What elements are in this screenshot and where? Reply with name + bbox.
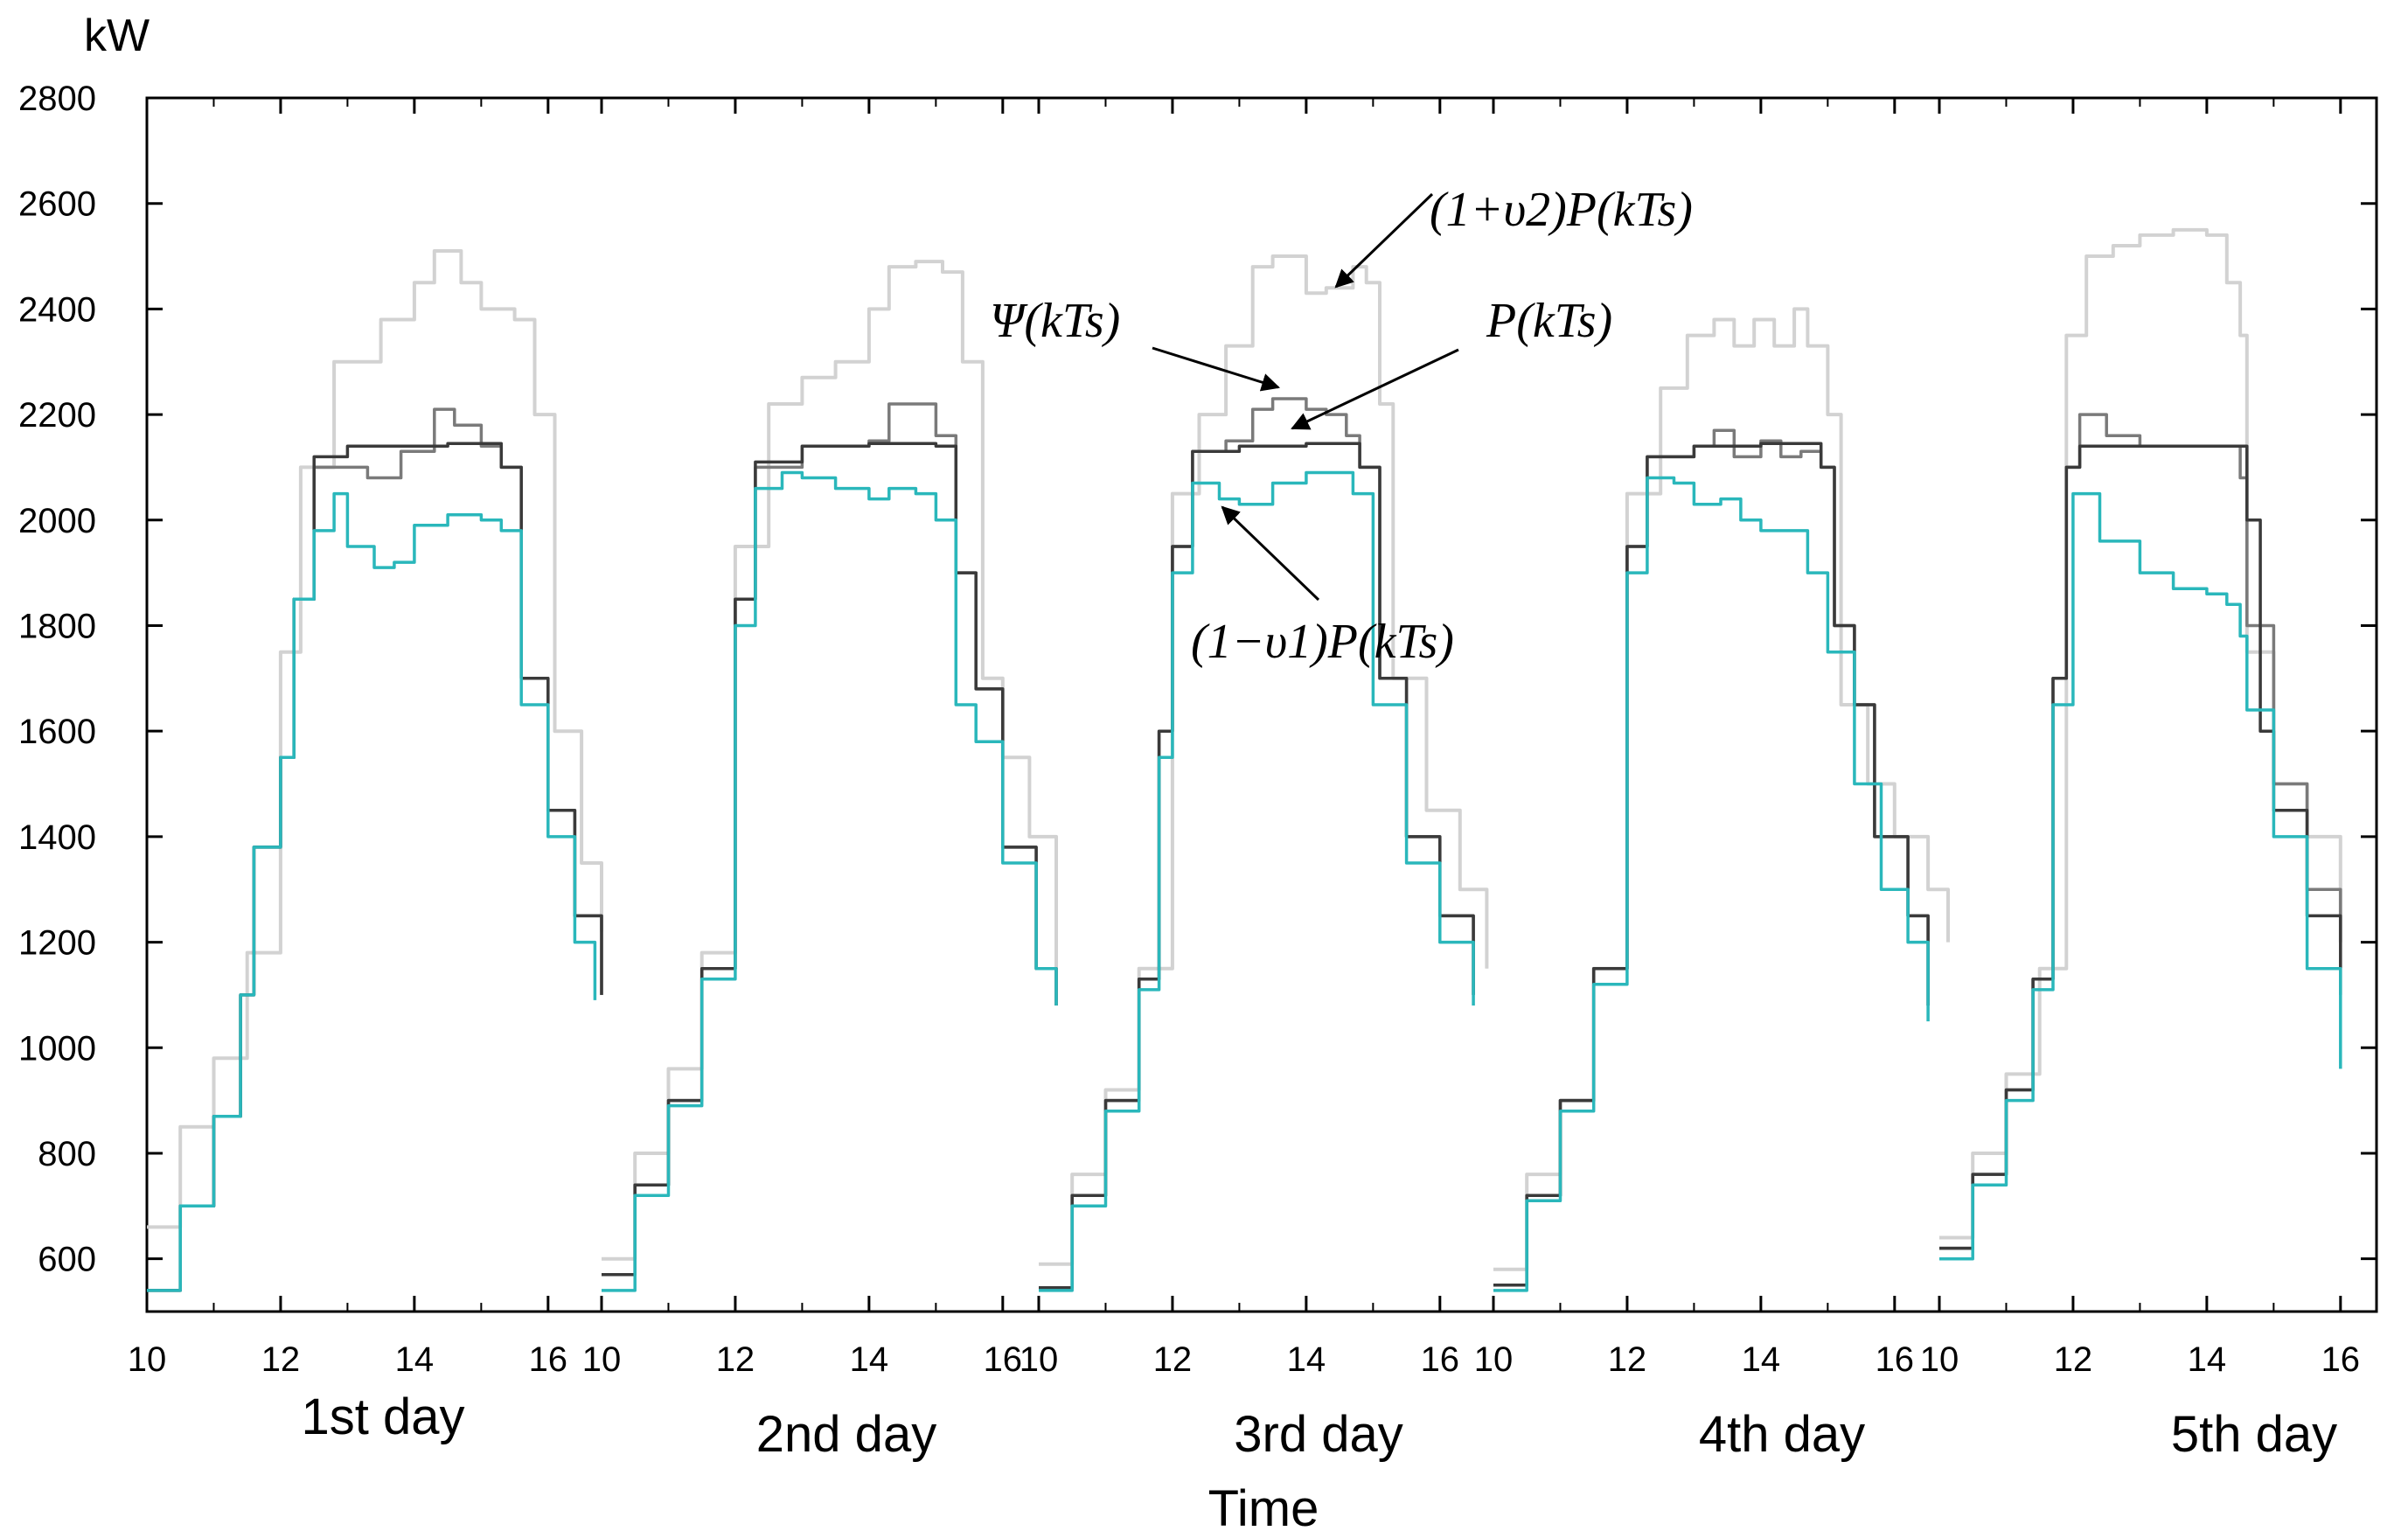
x-tick-label: 16 <box>1876 1340 1915 1379</box>
y-tick-label: 2800 <box>18 80 96 118</box>
x-tick-label: 12 <box>1608 1340 1647 1379</box>
annotation-upper-bound: (1+υ2)P(kTs) <box>1430 183 1693 237</box>
x-tick-label: 16 <box>529 1340 568 1379</box>
y-tick-label: 2200 <box>18 396 96 435</box>
y-tick-label: 800 <box>38 1135 96 1173</box>
x-tick-label: 16 <box>984 1340 1023 1379</box>
series-line-3-day-5 <box>1939 491 2342 1261</box>
series-line-2-day-4 <box>1493 442 1930 1287</box>
series-line-3-day-2 <box>602 470 1058 1292</box>
day-label: 5th day <box>2171 1406 2337 1463</box>
y-tick-label: 2600 <box>18 185 96 224</box>
plot-area-frame <box>145 96 2378 1313</box>
series-line-0-day-1 <box>147 249 603 1229</box>
x-tick-label: 10 <box>1474 1340 1514 1379</box>
series-line-1-day-5 <box>1939 413 2342 1250</box>
annotation-arrow-lower-bound <box>1221 505 1320 602</box>
x-tick-label: 16 <box>1421 1340 1460 1379</box>
x-tick-label: 10 <box>1020 1340 1059 1379</box>
series-line-3-day-4 <box>1493 476 1930 1292</box>
annotation-lower-bound: (1−υ1)P(kTs) <box>1191 615 1454 669</box>
y-axis-unit-label: kW <box>84 10 150 61</box>
series-line-3-day-1 <box>147 491 597 1292</box>
y-axis: 600 800 1000 1200 1400 1600 1800 2000 2200 2400 26… <box>18 80 2377 1279</box>
x-tick-label: 14 <box>2188 1340 2227 1379</box>
day-label: 4th day <box>1699 1406 1865 1463</box>
y-tick-label: 600 <box>38 1241 96 1279</box>
y-tick-label: 2000 <box>18 502 96 540</box>
x-tick-label: 10 <box>1920 1340 1959 1379</box>
x-tick-label: 12 <box>716 1340 755 1379</box>
x-tick-label: 14 <box>1287 1340 1326 1379</box>
annotation-arrow-p <box>1291 348 1459 430</box>
day-label: 1st day <box>302 1388 465 1445</box>
x-tick-label: 12 <box>1153 1340 1193 1379</box>
x-tick-label: 14 <box>1742 1340 1781 1379</box>
x-tick-label: 10 <box>128 1340 167 1379</box>
annotation-arrow-upper-bound <box>1334 192 1434 289</box>
y-tick-label: 1000 <box>18 1029 96 1068</box>
y-tick-label: 1200 <box>18 924 96 963</box>
y-tick-label: 1600 <box>18 713 96 751</box>
annotation-psi: Ψ(kTs) <box>990 294 1120 348</box>
y-tick-label: 2400 <box>18 290 96 329</box>
annotation-p: P(kTs) <box>1486 294 1612 348</box>
day-label: 3rd day <box>1234 1406 1402 1463</box>
x-tick-label: 10 <box>582 1340 622 1379</box>
day-label: 2nd day <box>756 1406 936 1463</box>
annotation-arrow-psi <box>1152 346 1281 392</box>
x-tick-label: 14 <box>850 1340 889 1379</box>
series-line-0-day-5 <box>1939 227 2342 1240</box>
x-tick-label: 12 <box>2054 1340 2093 1379</box>
x-axis-title: Time <box>1208 1480 1319 1537</box>
x-tick-label: 14 <box>395 1340 435 1379</box>
day-labels: 1st day 2nd day 3rd day 4th day 5th day <box>302 1388 2338 1463</box>
series-layer <box>147 227 2342 1292</box>
y-tick-label: 1400 <box>18 818 96 857</box>
series-line-3-day-3 <box>1039 470 1475 1292</box>
y-tick-label: 1800 <box>18 607 96 645</box>
x-tick-label: 12 <box>261 1340 301 1379</box>
x-tick-label: 16 <box>2321 1340 2361 1379</box>
